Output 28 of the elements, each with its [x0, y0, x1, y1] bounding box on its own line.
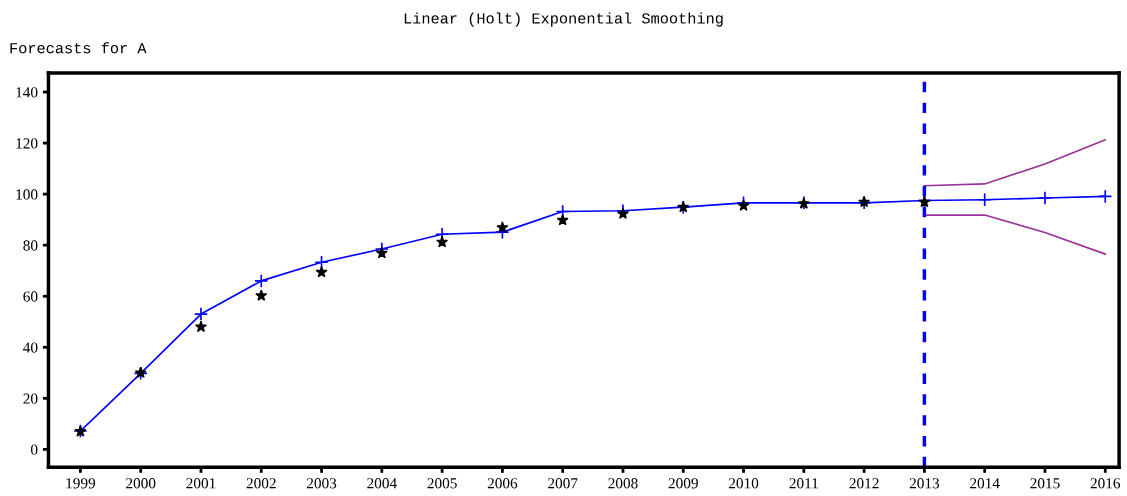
- x-tick-label: 2009: [668, 478, 698, 489]
- y-tick-label: 60: [23, 291, 38, 302]
- x-tick-label: 2013: [909, 478, 940, 489]
- x-tick-label: 2001: [186, 478, 216, 489]
- x-tick-label: 2002: [246, 478, 276, 489]
- x-tick-label: 2014: [970, 478, 1000, 489]
- x-tick-label: 2003: [306, 478, 337, 489]
- x-tick-label: 2016: [1090, 478, 1121, 489]
- x-tick-label: 2011: [789, 478, 818, 489]
- x-tick-label: 2008: [608, 478, 638, 489]
- y-tick-label: 0: [30, 444, 38, 455]
- y-tick-label: 20: [23, 393, 38, 404]
- y-tick-label: 120: [16, 138, 38, 149]
- y-tick-label: 40: [23, 342, 38, 353]
- x-tick-label: 2004: [367, 478, 397, 489]
- x-tick-label: 1999: [66, 478, 96, 489]
- y-tick-label: 80: [23, 240, 38, 251]
- x-tick-label: 2012: [849, 478, 879, 489]
- chart-title: Linear (Holt) Exponential Smoothing: [404, 12, 723, 27]
- y-tick-label: 140: [16, 87, 38, 98]
- x-tick-label: 2015: [1030, 478, 1060, 489]
- x-tick-label: 2010: [728, 478, 759, 489]
- x-tick-label: 2007: [548, 478, 578, 489]
- y-tick-label: 100: [16, 189, 38, 200]
- x-tick-label: 2005: [427, 478, 457, 489]
- x-tick-label: 2006: [487, 478, 518, 489]
- chart-subtitle: Forecasts for A: [10, 42, 147, 54]
- x-tick-label: 2000: [126, 478, 156, 489]
